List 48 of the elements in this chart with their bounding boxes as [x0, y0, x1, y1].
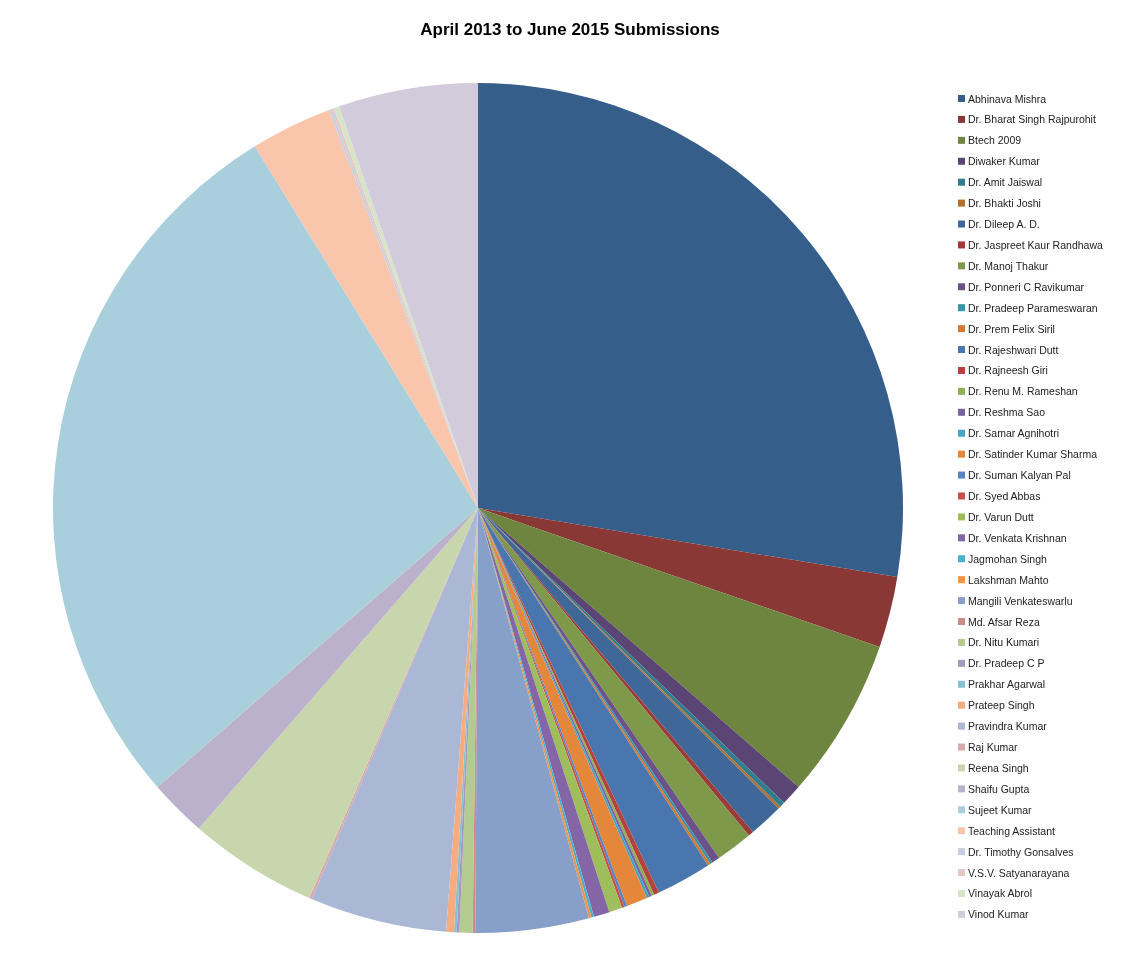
legend-label: Prakhar Agarwal: [968, 678, 1046, 691]
legend-label: Dr. Reshma Sao: [968, 406, 1046, 419]
legend-label: Dr. Satinder Kumar Sharma: [968, 448, 1098, 461]
legend-label: Dr. Venkata Krishnan: [968, 531, 1067, 544]
legend-label: Vinod Kumar: [968, 908, 1030, 921]
legend-label: Md. Afsar Reza: [968, 615, 1040, 628]
pie-slice: [478, 83, 903, 578]
legend-label: Vinayak Abrol: [968, 887, 1033, 900]
legend-label: Lakshman Mahto: [968, 573, 1049, 586]
legend-label: Dr. Renu M. Rameshan: [968, 385, 1078, 398]
legend-label: V.S.V. Satyanarayana: [968, 866, 1070, 879]
legend-label: Dr. Ponneri C Ravikumar: [968, 280, 1085, 293]
legend-label: Dr. Amit Jaiswal: [968, 176, 1043, 189]
chart-title: April 2013 to June 2015 Submissions: [420, 20, 720, 39]
legend-label: Dr. Syed Abbas: [968, 489, 1041, 502]
legend-label: Dr. Rajneesh Giri: [968, 364, 1048, 377]
legend-label: Dr. Pradeep Parameswaran: [968, 301, 1098, 314]
legend-label: Dr. Nitu Kumari: [968, 636, 1040, 649]
pie-slice: [198, 508, 478, 899]
legend-label: Dr. Manoj Thakur: [968, 259, 1049, 272]
legend-label: Dr. Bharat Singh Rajpurohit: [968, 113, 1096, 126]
legend-label: Shaifu Gupta: [968, 782, 1030, 795]
pie-slice: [53, 146, 478, 788]
legend-label: Dr. Pradeep C P: [968, 657, 1045, 670]
pie-slice: [478, 508, 880, 788]
legend-label: Dr. Varun Dutt: [968, 510, 1034, 523]
legend-label: Dr. Suman Kalyan Pal: [968, 469, 1071, 482]
legend-label: Raj Kumar: [968, 741, 1019, 754]
legend-label: Btech 2009: [968, 134, 1022, 147]
legend-label: Jagmohan Singh: [968, 552, 1047, 565]
legend-label: Dr. Bhakti Joshi: [968, 197, 1041, 210]
legend-label: Dr. Prem Felix Siril: [968, 322, 1055, 335]
legend-label: Mangili Venkateswarlu: [968, 594, 1073, 607]
legend-label: Dr. Dileep A. D.: [968, 218, 1040, 231]
legend-label: Reena Singh: [968, 761, 1029, 774]
legend-label: Prateep Singh: [968, 699, 1035, 712]
legend-label: Sujeet Kumar: [968, 803, 1033, 816]
legend-label: Dr. Samar Agnihotri: [968, 427, 1060, 440]
pie-slice: [478, 508, 898, 647]
legend-label: Dr. Timothy Gonsalves: [968, 845, 1074, 858]
legend-label: Dr. Jaspreet Kaur Randhawa: [968, 238, 1103, 251]
legend-label: Dr. Rajeshwari Dutt: [968, 343, 1059, 356]
legend-label: Teaching Assistant: [968, 824, 1056, 837]
pie-slice: [157, 508, 478, 829]
legend-label: Abhinava Mishra: [968, 92, 1047, 105]
legend-label: Diwaker Kumar: [968, 155, 1041, 168]
pie-slice: [254, 109, 478, 508]
legend-label: Pravindra Kumar: [968, 720, 1048, 733]
